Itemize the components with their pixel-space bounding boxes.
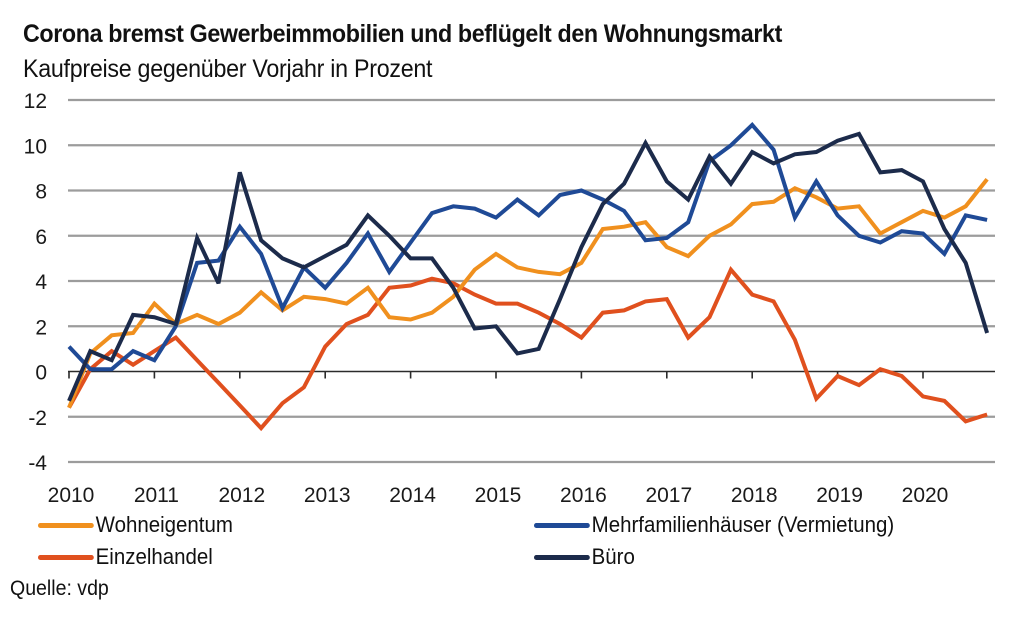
x-tick-label: 2010 [48,484,95,507]
x-tick-label: 2016 [560,484,607,507]
legend-swatch-mehrfamilienhaeuser [534,522,590,528]
chart-subtitle: Kaufpreise gegenüber Vorjahr in Prozent [23,55,433,83]
y-axis-tick-labels: 12 10 8 6 4 2 0 -2 -4 [24,90,48,475]
y-tick-label: 4 [35,271,47,294]
legend-swatch-buero [534,554,590,560]
legend-item-wohneigentum: Wohneigentum [38,512,233,538]
source-note: Quelle: vdp [10,577,109,600]
series-line-wohneigentum [67,177,989,409]
legend-swatch-wohneigentum [38,522,94,528]
legend-item-mehrfamilienhaeuser: Mehrfamilienhäuser (Vermietung) [534,512,894,538]
x-tick-label: 2018 [731,484,778,507]
legend-label-buero: Büro [591,544,635,569]
series-lines [67,121,990,432]
x-tick-label: 2020 [902,484,949,507]
series-line-büro [67,131,990,402]
y-tick-label: -4 [28,452,47,475]
legend-swatch-einzelhandel [38,554,94,560]
y-tick-label: 10 [24,135,47,158]
series-line-einzelhandel [67,266,988,432]
y-tick-label: 2 [35,316,47,339]
chart-title: Corona bremst Gewerbeimmobilien und befl… [23,20,782,48]
y-tick-label: -2 [28,407,47,430]
legend-label-wohneigentum: Wohneigentum [95,512,233,537]
x-tick-label: 2012 [218,484,265,507]
x-tick-label: 2014 [389,484,436,507]
y-tick-label: 6 [35,226,47,249]
legend-label-mehrfamilienhaeuser: Mehrfamilienhäuser (Vermietung) [591,512,895,537]
legend-item-einzelhandel: Einzelhandel [38,544,213,570]
legend-label-einzelhandel: Einzelhandel [95,544,213,569]
x-tick-label: 2011 [134,484,179,507]
gridlines [68,98,995,464]
x-axis [68,370,995,379]
x-tick-label: 2013 [304,484,351,507]
x-tick-label: 2019 [816,484,863,507]
y-tick-label: 12 [24,90,47,113]
legend-item-buero: Büro [534,544,635,570]
series-line-mehrfamilienhäuser-vermietung [67,121,988,372]
y-tick-label: 0 [35,362,47,385]
y-tick-label: 8 [35,181,47,204]
x-tick-label: 2015 [475,484,522,507]
x-tick-label: 2017 [645,484,692,507]
x-axis-tick-labels: 2010 2011 2012 2013 2014 2015 2016 2017 2018 2019… [48,484,949,507]
